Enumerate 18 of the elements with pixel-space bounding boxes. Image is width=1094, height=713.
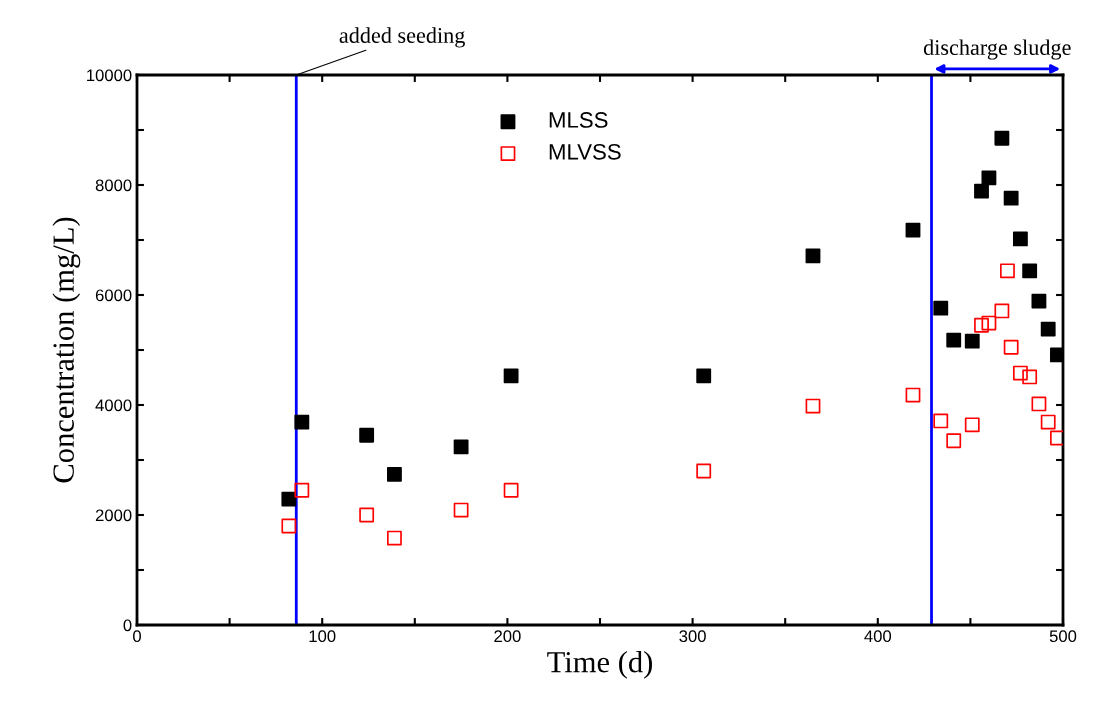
- x-tick-label: 400: [864, 630, 892, 643]
- legend-label: MLVSS: [549, 143, 621, 160]
- x-tick-label: 200: [494, 630, 521, 643]
- y-tick-label: 10000: [87, 69, 132, 82]
- y-tick-label: 2000: [95, 509, 132, 522]
- text: discharge sludge: [923, 39, 1071, 60]
- x-tick-label: 300: [679, 630, 706, 643]
- y-tick-label: 6000: [95, 289, 132, 302]
- y-tick-label: 0: [123, 619, 132, 632]
- x-tick-label: 100: [309, 630, 336, 643]
- ref-line-label: added seeding: [339, 27, 465, 48]
- legend-label: MLSS: [549, 112, 608, 128]
- y-axis-title: Concentration (mg/L): [52, 217, 81, 483]
- x-axis-title: Time (d): [547, 650, 652, 679]
- y-tick-label: 4000: [95, 399, 132, 412]
- x-tick-label: 500: [1049, 630, 1077, 643]
- x-tick-label: 0: [133, 630, 141, 643]
- y-tick-label: 8000: [95, 179, 132, 192]
